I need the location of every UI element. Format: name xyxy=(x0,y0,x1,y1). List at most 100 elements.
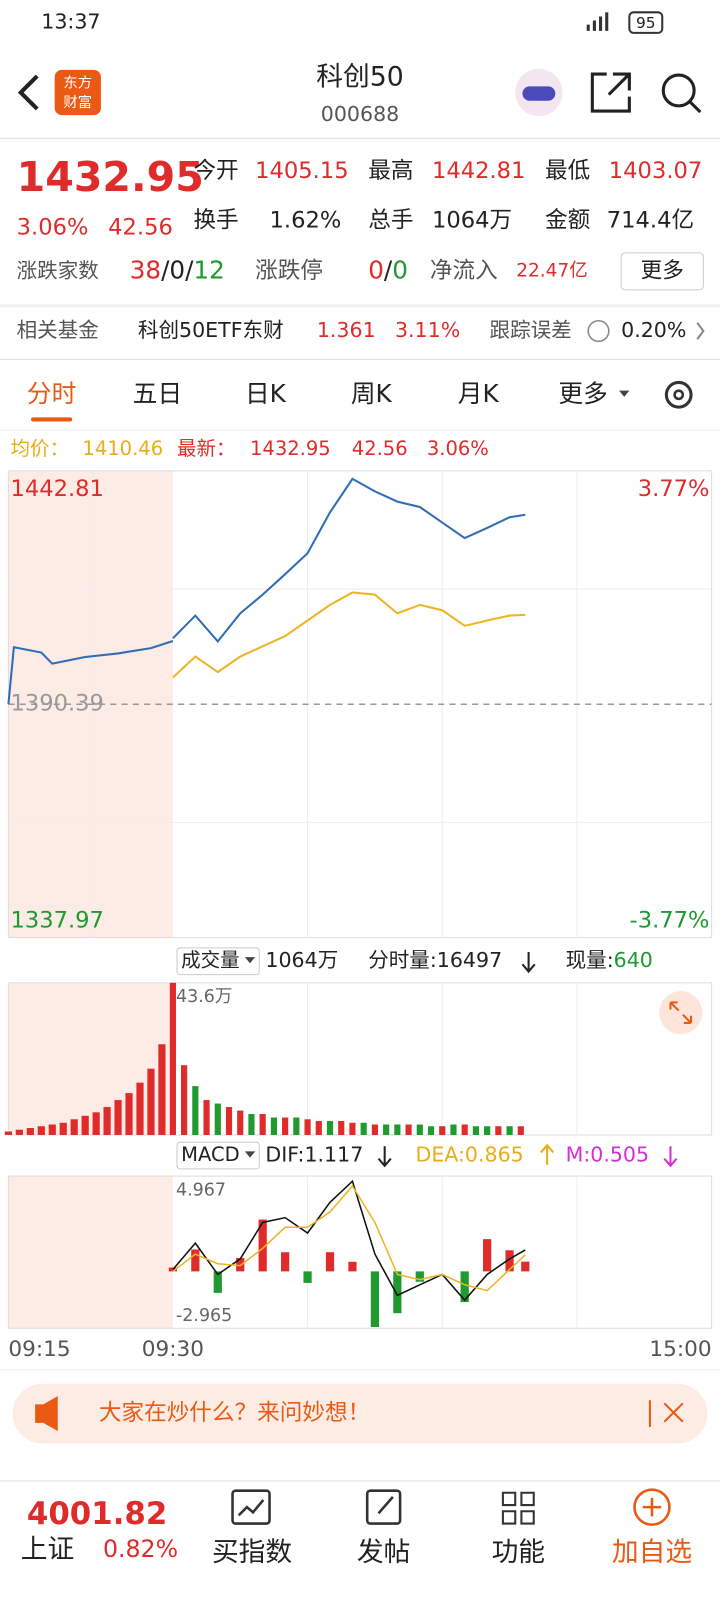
volume-bar xyxy=(169,982,176,1135)
search-handle xyxy=(688,100,702,114)
logo-text: 财富 xyxy=(63,93,92,111)
index-value[interactable]: 4001.82 xyxy=(27,1496,167,1532)
volume-bar xyxy=(439,1126,446,1135)
macd-bar xyxy=(325,1252,335,1272)
icon-add xyxy=(633,1488,671,1526)
macd-label[interactable]: MACD xyxy=(181,1143,240,1166)
nav-item[interactable]: 功能 xyxy=(492,1537,545,1568)
battery-level: 95 xyxy=(636,14,656,32)
macd-bar xyxy=(213,1271,222,1293)
bottom-bar xyxy=(0,1480,720,1612)
nav-item[interactable]: 加自选 xyxy=(612,1537,692,1568)
now: 现量:640 xyxy=(566,948,653,972)
share[interactable] xyxy=(590,72,631,113)
tab[interactable]: 更多 xyxy=(558,379,607,408)
tab[interactable]: 五日 xyxy=(133,379,182,408)
volume-bar xyxy=(125,1093,133,1135)
volume-bar xyxy=(338,1121,345,1135)
volume-bar xyxy=(371,1124,378,1135)
fund-pct: 3.11% xyxy=(395,318,460,342)
help-icon[interactable] xyxy=(587,319,610,343)
macd-select[interactable] xyxy=(176,1141,260,1170)
volume-bar xyxy=(383,1124,390,1135)
tab[interactable]: 周K xyxy=(351,379,393,408)
value: 1064万 xyxy=(432,208,512,234)
change-pct: 3.06% xyxy=(17,215,89,241)
more-button[interactable] xyxy=(620,252,704,291)
tab[interactable]: 日K xyxy=(245,379,287,408)
up: 38 xyxy=(130,255,161,284)
volume-bar xyxy=(70,1119,78,1135)
last-change: 42.56 xyxy=(352,437,408,460)
more-label[interactable]: 更多 xyxy=(641,258,684,283)
expand[interactable] xyxy=(659,991,703,1035)
value: 714.4亿 xyxy=(607,208,694,234)
change: 42.56 xyxy=(108,215,173,241)
search[interactable] xyxy=(661,73,696,108)
volume-label[interactable]: 成交量 xyxy=(181,949,240,972)
icon-buy-line xyxy=(237,1499,265,1517)
icon-post xyxy=(365,1489,402,1525)
divider xyxy=(0,1480,720,1482)
settings[interactable] xyxy=(664,380,693,409)
fund-name[interactable]: 科创50ETF东财 xyxy=(138,318,284,342)
volume-bar xyxy=(4,1131,13,1135)
macd-bar xyxy=(460,1271,469,1303)
volume-bar xyxy=(282,1117,289,1135)
close[interactable] xyxy=(648,1400,684,1427)
last-pct: 3.06% xyxy=(427,437,489,460)
divider xyxy=(0,137,720,139)
y-tick-label: 4.967 xyxy=(176,1180,226,1200)
macd-bar xyxy=(505,1250,514,1272)
assistant-face xyxy=(522,86,556,101)
volume-bar xyxy=(427,1126,435,1135)
volume-bar xyxy=(484,1126,491,1135)
index-name[interactable]: 上证 xyxy=(21,1534,74,1565)
back[interactable] xyxy=(17,74,39,111)
battery xyxy=(628,11,664,34)
price: 1432.95 xyxy=(17,153,204,201)
volume-bar xyxy=(225,1107,233,1135)
volume-bar xyxy=(315,1121,322,1135)
volume-bar xyxy=(203,1100,210,1135)
frame xyxy=(7,982,713,1136)
megaphone xyxy=(35,1396,58,1432)
volume-bar xyxy=(461,1124,468,1135)
volume-bar xyxy=(81,1115,89,1135)
volume-bar xyxy=(450,1124,457,1135)
divider xyxy=(0,358,720,360)
x-tick-label: 09:30 xyxy=(142,1337,204,1362)
tick-label: 分时量:16497 xyxy=(368,948,502,972)
label: 总手 xyxy=(368,208,413,234)
value: 1442.81 xyxy=(432,158,526,184)
nav-item[interactable]: 发帖 xyxy=(357,1537,410,1568)
volume-bar xyxy=(136,1082,144,1135)
index-pct[interactable]: 0.82% xyxy=(103,1535,178,1563)
macd-line xyxy=(172,1179,526,1302)
macd-line xyxy=(172,1184,526,1292)
tab[interactable]: 月K xyxy=(458,379,500,408)
macd-bar xyxy=(415,1271,424,1282)
banner[interactable] xyxy=(12,1383,708,1444)
expand-icon xyxy=(669,1001,693,1024)
x-tick-label: 15:00 xyxy=(649,1337,711,1362)
volume-bar xyxy=(237,1110,244,1135)
volume-bar xyxy=(114,1100,122,1135)
y-tick-label: 1337.97 xyxy=(10,908,103,934)
arrow-down xyxy=(377,1146,392,1168)
volume-bar xyxy=(326,1121,334,1135)
volume-select[interactable] xyxy=(176,947,260,976)
tab[interactable]: 分时 xyxy=(27,379,76,408)
avg-value: 1410.46 xyxy=(82,437,163,460)
volume-bar xyxy=(103,1107,111,1135)
banner-text[interactable]: 大家在炒什么？来问妙想！ xyxy=(99,1400,370,1426)
dropdown xyxy=(244,957,256,964)
up: 0 xyxy=(368,255,384,284)
nav-item[interactable]: 买指数 xyxy=(212,1537,292,1568)
settings-core xyxy=(673,389,685,401)
macd-bar xyxy=(483,1239,492,1272)
volume-bar xyxy=(472,1126,479,1135)
chevron xyxy=(696,322,705,340)
divider xyxy=(0,1369,720,1371)
